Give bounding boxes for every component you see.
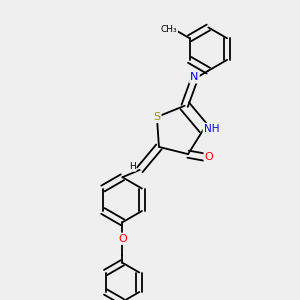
Text: N: N bbox=[190, 73, 199, 82]
Text: O: O bbox=[205, 152, 213, 162]
Text: O: O bbox=[118, 234, 127, 244]
Text: CH₃: CH₃ bbox=[160, 25, 177, 34]
Text: NH: NH bbox=[204, 124, 219, 134]
Text: H: H bbox=[129, 162, 136, 171]
Text: S: S bbox=[153, 112, 161, 122]
